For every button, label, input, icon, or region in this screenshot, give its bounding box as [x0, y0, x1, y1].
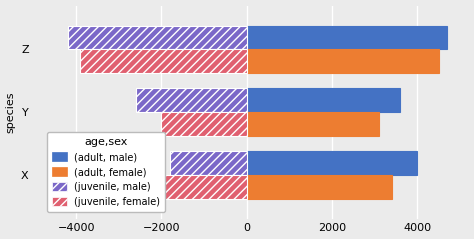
Bar: [247, 49, 438, 73]
Bar: [247, 88, 400, 112]
Bar: [68, 26, 247, 49]
Bar: [247, 112, 379, 136]
Bar: [247, 151, 417, 175]
Y-axis label: species: species: [6, 91, 16, 133]
Bar: [162, 112, 247, 136]
Bar: [162, 175, 247, 199]
Bar: [81, 49, 247, 73]
Bar: [247, 175, 392, 199]
Legend: (adult, male), (adult, female), (juvenile, male), (juvenile, female): (adult, male), (adult, female), (juvenil…: [47, 132, 165, 212]
Bar: [136, 88, 247, 112]
Bar: [247, 26, 447, 49]
Bar: [170, 151, 247, 175]
